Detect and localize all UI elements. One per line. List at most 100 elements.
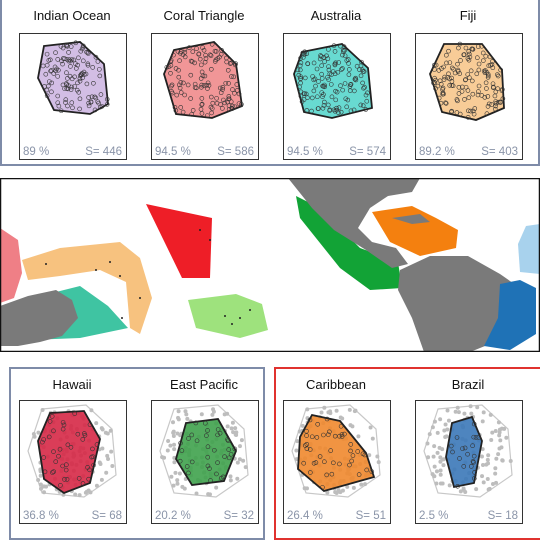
species-point (60, 426, 66, 432)
species-point (438, 81, 444, 87)
species-point (325, 432, 331, 437)
percent-label: 94.5 % (287, 146, 323, 158)
background-point (442, 428, 447, 433)
species-point (201, 48, 207, 53)
species-point (436, 68, 442, 73)
species-point (86, 476, 91, 482)
species-point (202, 59, 208, 65)
background-point (437, 445, 442, 450)
background-point (89, 408, 94, 413)
species-point (363, 92, 369, 98)
background-point (235, 476, 240, 481)
species-point (433, 62, 439, 68)
map-region-brazil (484, 280, 536, 350)
species-point (229, 106, 235, 111)
species-point (226, 447, 231, 452)
species-point (73, 40, 79, 46)
background-point (434, 481, 439, 486)
background-point (496, 420, 501, 425)
background-point (432, 444, 437, 449)
species-point (189, 59, 195, 64)
species-point (198, 106, 204, 112)
species-point (69, 100, 75, 105)
species-point (339, 434, 345, 439)
species-point (60, 61, 65, 67)
species-point (466, 51, 472, 57)
panel-title: Indian Ocean (33, 8, 111, 23)
species-point (226, 81, 231, 86)
species-point (362, 84, 367, 90)
species-point (299, 99, 305, 104)
species-point (340, 66, 345, 71)
species-point (207, 466, 212, 471)
background-point (336, 487, 341, 492)
species-point (476, 83, 482, 89)
species-point (304, 433, 309, 438)
species-point (310, 74, 315, 79)
species-point (358, 63, 364, 68)
species-point (227, 61, 233, 66)
map-land-south-america (398, 256, 520, 352)
species-point (358, 73, 364, 79)
species-point (492, 93, 498, 99)
species-point (98, 104, 103, 110)
species-point (466, 57, 472, 63)
species-point (186, 470, 191, 476)
background-point (206, 492, 211, 497)
species-point (471, 111, 477, 117)
species-point (353, 75, 358, 81)
species-point (194, 438, 200, 444)
species-point (307, 447, 313, 452)
background-point (431, 454, 436, 459)
species-point (164, 64, 170, 70)
species-point (320, 485, 325, 490)
percent-label: 36.8 % (23, 510, 59, 522)
background-point (241, 458, 246, 463)
background-point (233, 426, 238, 431)
species-point (77, 106, 82, 112)
background-point (375, 454, 380, 459)
species-point (447, 76, 452, 82)
background-point (171, 483, 176, 488)
background-point (376, 460, 381, 465)
map-region-east-pacific (296, 196, 402, 290)
background-point (297, 429, 302, 434)
background-point (445, 408, 450, 413)
species-point (469, 78, 475, 84)
background-point (325, 490, 330, 495)
species-point (454, 435, 460, 440)
background-point (172, 447, 177, 452)
species-point (182, 47, 188, 52)
background-point (172, 460, 177, 465)
species-point (208, 53, 214, 58)
species-point (485, 94, 491, 99)
species-point (176, 82, 182, 88)
species-point (91, 462, 96, 468)
species-point (88, 99, 94, 105)
species-point (471, 453, 477, 459)
percent-label: 2.5 % (419, 510, 449, 522)
species-point (64, 43, 69, 49)
background-point (497, 433, 502, 438)
species-point (463, 45, 469, 51)
species-point (497, 99, 503, 105)
background-point (305, 416, 310, 421)
species-point (338, 423, 344, 429)
background-point (438, 468, 443, 473)
background-point (438, 417, 443, 422)
species-point (473, 435, 479, 440)
species-point (472, 476, 477, 481)
species-point (72, 84, 77, 89)
background-point (235, 460, 240, 465)
species-point (232, 446, 238, 452)
species-point (62, 477, 67, 482)
species-point (63, 97, 69, 102)
background-point (480, 447, 485, 452)
background-point (479, 454, 484, 459)
species-point (322, 99, 327, 105)
species-point (50, 470, 55, 475)
background-point (110, 464, 115, 469)
species-point (311, 88, 317, 94)
background-point (183, 409, 188, 414)
species-point (470, 46, 475, 52)
